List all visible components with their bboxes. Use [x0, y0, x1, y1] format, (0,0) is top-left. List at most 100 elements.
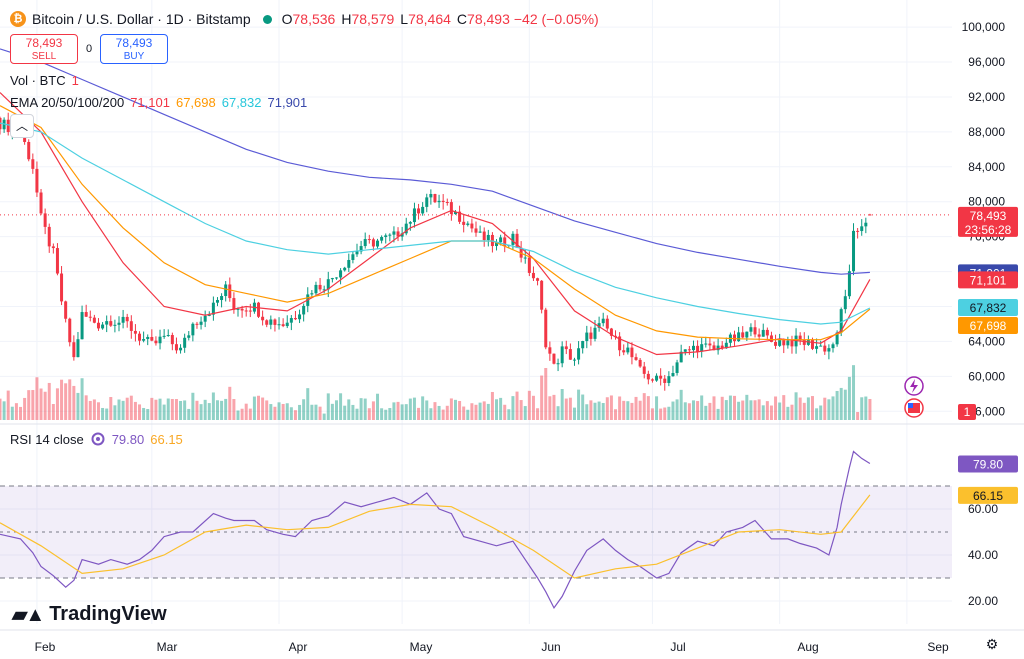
candle-body[interactable]: [458, 211, 462, 222]
candle-body[interactable]: [68, 318, 72, 343]
candle-body[interactable]: [511, 233, 515, 245]
candle-body[interactable]: [769, 335, 773, 342]
candle-body[interactable]: [35, 168, 39, 193]
candle-body[interactable]: [626, 347, 630, 353]
candle-body[interactable]: [749, 327, 753, 332]
candle-body[interactable]: [380, 237, 384, 241]
candle-body[interactable]: [433, 194, 437, 203]
candle-body[interactable]: [371, 239, 375, 247]
candle-body[interactable]: [819, 345, 823, 347]
candle-body[interactable]: [195, 323, 199, 325]
candle-body[interactable]: [179, 347, 183, 351]
candle-body[interactable]: [388, 234, 392, 236]
candle-body[interactable]: [466, 223, 470, 225]
candle-body[interactable]: [310, 293, 314, 295]
candle-body[interactable]: [330, 278, 334, 280]
candle-body[interactable]: [572, 359, 576, 361]
candle-body[interactable]: [170, 335, 174, 345]
candle-body[interactable]: [224, 284, 228, 297]
candle-body[interactable]: [88, 316, 92, 318]
candle-body[interactable]: [577, 348, 581, 360]
candle-body[interactable]: [314, 284, 318, 294]
candle-body[interactable]: [765, 329, 769, 336]
candle-body[interactable]: [581, 341, 585, 349]
candle-body[interactable]: [47, 226, 51, 247]
candle-body[interactable]: [536, 278, 540, 281]
candle-body[interactable]: [548, 347, 552, 354]
candle-body[interactable]: [839, 309, 843, 333]
candle-body[interactable]: [298, 314, 302, 320]
candle-body[interactable]: [199, 321, 203, 325]
candle-body[interactable]: [679, 351, 683, 363]
candle-body[interactable]: [745, 331, 749, 338]
candle-body[interactable]: [203, 315, 207, 322]
candle-body[interactable]: [737, 332, 741, 342]
candle-body[interactable]: [244, 310, 248, 312]
candle-body[interactable]: [277, 324, 281, 326]
candle-body[interactable]: [417, 208, 421, 214]
candle-body[interactable]: [322, 289, 326, 291]
candle-body[interactable]: [474, 228, 478, 233]
candle-body[interactable]: [753, 327, 757, 335]
candle-body[interactable]: [400, 233, 404, 237]
candle-body[interactable]: [786, 340, 790, 346]
candle-body[interactable]: [810, 340, 814, 349]
candle-body[interactable]: [421, 206, 425, 214]
candle-body[interactable]: [597, 323, 601, 328]
candle-body[interactable]: [339, 270, 343, 278]
candle-body[interactable]: [51, 246, 55, 249]
candle-body[interactable]: [174, 344, 178, 351]
candle-body[interactable]: [343, 267, 347, 271]
candle-body[interactable]: [827, 348, 831, 352]
candle-body[interactable]: [495, 242, 499, 247]
candle-body[interactable]: [478, 231, 482, 233]
candle-body[interactable]: [642, 366, 646, 374]
candle-body[interactable]: [515, 233, 519, 248]
candle-body[interactable]: [733, 334, 737, 342]
sell-button[interactable]: 78,493 SELL: [10, 34, 78, 64]
candle-body[interactable]: [523, 257, 527, 259]
candle-body[interactable]: [585, 332, 589, 342]
candle-body[interactable]: [601, 318, 605, 324]
candle-body[interactable]: [560, 346, 564, 364]
candle-body[interactable]: [359, 246, 363, 252]
candle-body[interactable]: [856, 230, 860, 232]
candle-body[interactable]: [220, 296, 224, 301]
candle-body[interactable]: [347, 259, 351, 268]
candle-body[interactable]: [683, 349, 687, 352]
candle-body[interactable]: [138, 333, 142, 341]
candle-body[interactable]: [257, 302, 261, 317]
candle-body[interactable]: [211, 302, 215, 315]
candle-body[interactable]: [215, 300, 219, 303]
candle-body[interactable]: [696, 345, 700, 352]
candle-body[interactable]: [84, 312, 88, 317]
candle-body[interactable]: [293, 318, 297, 320]
candle-body[interactable]: [158, 336, 162, 344]
candle-body[interactable]: [318, 284, 322, 290]
candle-body[interactable]: [392, 231, 396, 235]
candle-body[interactable]: [605, 318, 609, 329]
rsi-legend[interactable]: RSI 14 close 79.80 66.15: [10, 431, 189, 447]
candle-body[interactable]: [142, 339, 146, 341]
candle-body[interactable]: [716, 345, 720, 351]
candle-body[interactable]: [774, 341, 778, 346]
candle-body[interactable]: [31, 159, 35, 169]
candle-body[interactable]: [125, 316, 129, 322]
candle-body[interactable]: [655, 375, 659, 381]
candle-body[interactable]: [741, 332, 745, 338]
candle-body[interactable]: [437, 200, 441, 203]
candle-body[interactable]: [228, 284, 232, 299]
candle-body[interactable]: [831, 344, 835, 349]
candle-body[interactable]: [117, 322, 121, 325]
candle-body[interactable]: [121, 316, 125, 323]
candle-body[interactable]: [453, 211, 457, 215]
candle-body[interactable]: [92, 317, 96, 323]
candle-body[interactable]: [687, 349, 691, 351]
candle-body[interactable]: [281, 324, 285, 327]
candle-body[interactable]: [60, 273, 64, 302]
refresh-icon[interactable]: [90, 431, 106, 447]
candle-body[interactable]: [659, 375, 663, 379]
candle-body[interactable]: [261, 316, 265, 321]
candle-body[interactable]: [367, 239, 371, 241]
candle-body[interactable]: [470, 223, 474, 229]
